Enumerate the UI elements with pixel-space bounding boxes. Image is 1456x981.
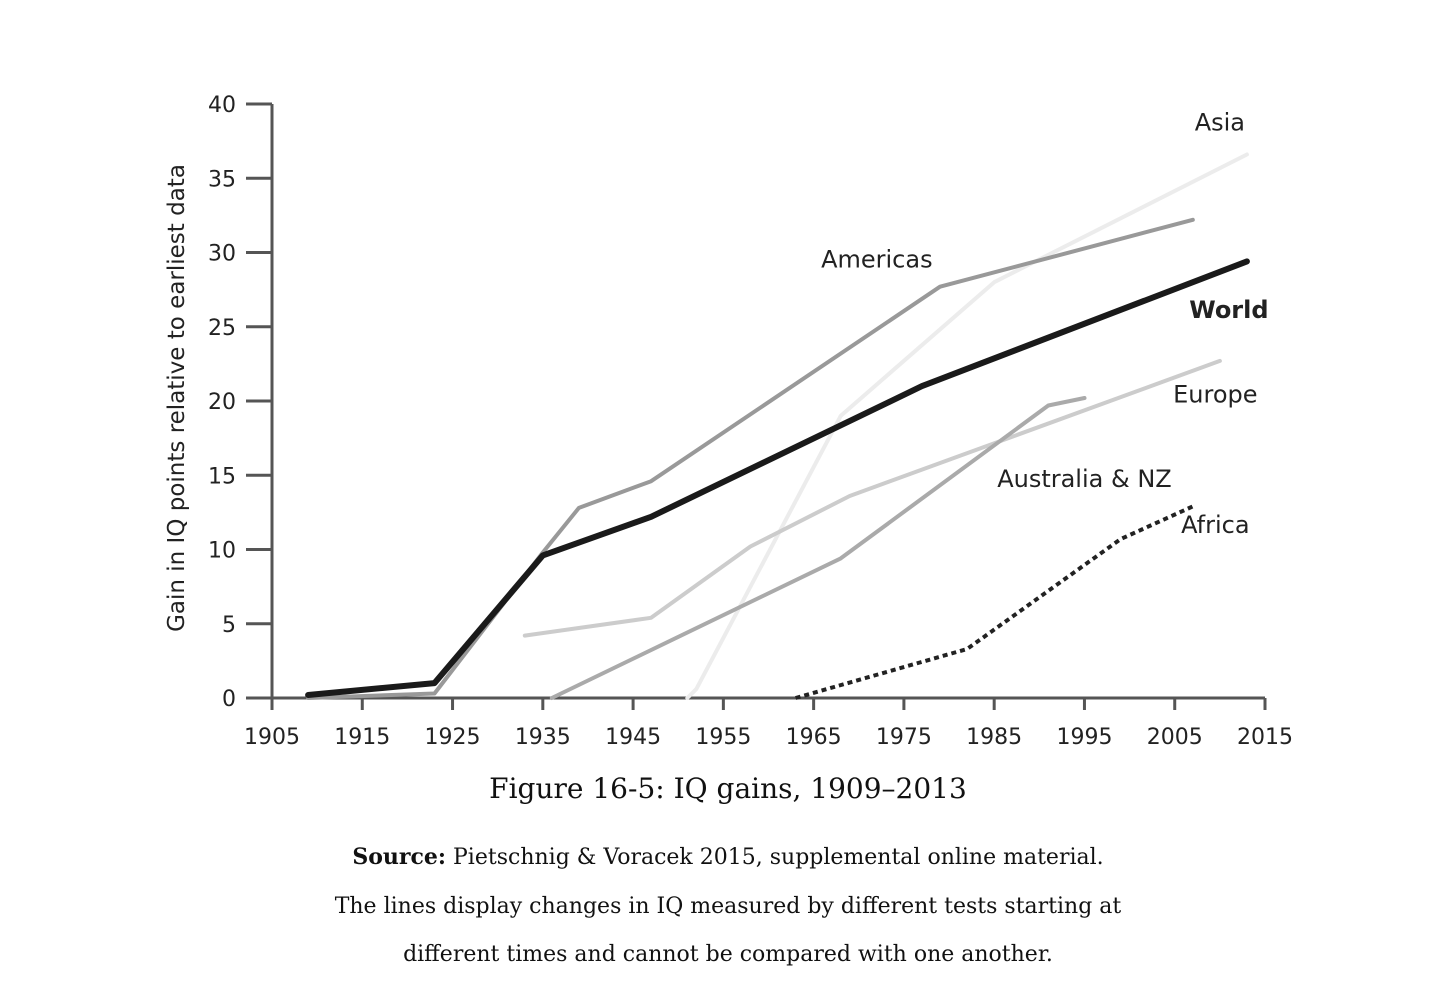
series-line-asia bbox=[685, 152, 1249, 700]
series-line-australia-nz bbox=[549, 396, 1087, 700]
x-tick-label: 1935 bbox=[515, 725, 571, 750]
x-tick-label: 1955 bbox=[695, 725, 751, 750]
series-label-asia: Asia bbox=[1195, 109, 1245, 137]
x-tick-label: 1965 bbox=[786, 725, 842, 750]
y-tick-label: 15 bbox=[208, 464, 236, 489]
y-tick-label: 10 bbox=[208, 539, 236, 564]
x-tick-label: 2005 bbox=[1147, 725, 1203, 750]
x-tick-label: 1985 bbox=[966, 725, 1022, 750]
series-line-europe bbox=[522, 358, 1222, 638]
y-tick-label: 35 bbox=[208, 167, 236, 192]
series-line-africa bbox=[795, 504, 1194, 700]
note-line-2: different times and cannot be compared w… bbox=[403, 942, 1053, 967]
series-labels: Asia Americas Europe Australia & NZ Africa Wo… bbox=[821, 109, 1269, 539]
series-label-world: World bbox=[1189, 296, 1268, 324]
y-tick-label: 30 bbox=[208, 242, 236, 267]
y-tick-label: 25 bbox=[208, 316, 236, 341]
iq-gains-chart: 1905 1915 1925 1935 1945 1955 1965 1975 1985 1995… bbox=[164, 93, 1293, 750]
x-tick-label: 1925 bbox=[425, 725, 481, 750]
x-tick-label: 1945 bbox=[605, 725, 661, 750]
x-tick-label: 1915 bbox=[334, 725, 390, 750]
source-text: Pietschnig & Voracek 2015, supplemental … bbox=[446, 845, 1104, 870]
x-tick-label: 1975 bbox=[876, 725, 932, 750]
y-tick-label: 5 bbox=[222, 613, 236, 638]
x-tick-label: 1905 bbox=[244, 725, 300, 750]
series-line-world bbox=[305, 258, 1250, 698]
y-tick-label: 40 bbox=[208, 93, 236, 118]
series-line-americas bbox=[306, 217, 1195, 700]
series-label-australia-nz: Australia & NZ bbox=[997, 465, 1172, 493]
figure-title: Figure 16-5: IQ gains, 1909–2013 bbox=[489, 772, 967, 805]
x-tick-label: 2015 bbox=[1237, 725, 1293, 750]
x-tick-label: 1995 bbox=[1056, 725, 1112, 750]
y-tick-label: 20 bbox=[208, 390, 236, 415]
axes: 1905 1915 1925 1935 1945 1955 1965 1975 1985 1995… bbox=[208, 93, 1293, 750]
series-label-americas: Americas bbox=[821, 245, 933, 273]
source-line: Source: Pietschnig & Voracek 2015, suppl… bbox=[0, 844, 1456, 870]
y-axis-label: Gain in IQ points relative to earliest d… bbox=[164, 164, 190, 632]
source-label: Source: bbox=[352, 844, 447, 870]
series-lines bbox=[305, 152, 1250, 700]
series-label-africa: Africa bbox=[1181, 511, 1249, 539]
y-tick-label: 0 bbox=[222, 687, 236, 712]
series-label-europe: Europe bbox=[1173, 380, 1257, 408]
note-line-1: The lines display changes in IQ measured… bbox=[334, 894, 1122, 919]
